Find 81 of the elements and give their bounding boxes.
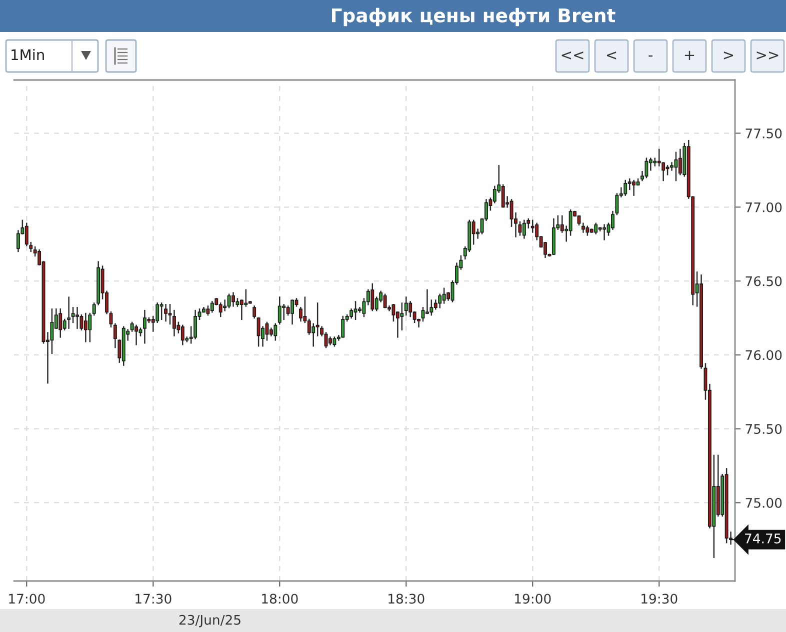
candlestick: [662, 162, 666, 182]
annotation: 74.75: [745, 534, 781, 544]
candlestick: [218, 302, 222, 318]
candlestick: [670, 162, 674, 171]
candlestick: [168, 304, 172, 324]
candlestick: [172, 310, 176, 336]
candlestick: [164, 304, 168, 322]
candlestick: [644, 158, 648, 178]
candlestick: [244, 289, 248, 307]
text: -: [648, 55, 652, 57]
text: +: [684, 50, 694, 60]
text: <<: [562, 52, 584, 60]
candlestick: [581, 222, 585, 233]
candlestick: [282, 304, 286, 320]
candlestick: [67, 296, 71, 329]
text: >: [724, 52, 734, 60]
candlestick: [632, 180, 636, 196]
candlestick: [290, 300, 294, 324]
text: >>: [756, 52, 778, 60]
candlestick: [404, 296, 408, 316]
chart-title: График цены нефти Brent: [332, 8, 616, 26]
y-tick-label: 77.00: [746, 202, 782, 212]
candlestick: [624, 180, 628, 196]
candlestick: [312, 323, 316, 347]
candlestick: [492, 186, 496, 204]
candlestick: [109, 311, 113, 328]
x-tick-label: 17:00: [9, 594, 45, 604]
candlestick: [383, 294, 387, 308]
candlestick: [180, 324, 184, 346]
x-tick-label: 18:30: [388, 594, 424, 604]
x-tick-label: 19:30: [642, 594, 678, 604]
candlestick: [530, 220, 534, 233]
candlestick: [210, 301, 214, 313]
candlestick: [278, 296, 282, 324]
candlestick: [678, 148, 682, 176]
candlestick: [628, 178, 632, 190]
candlestick: [501, 184, 505, 208]
y-tick-label: 77.50: [746, 128, 782, 138]
x-tick-label: 19:00: [515, 594, 551, 604]
text: <: [606, 52, 616, 60]
candlestick: [438, 294, 442, 308]
candlestick: [16, 230, 20, 252]
candlestick: [194, 310, 198, 340]
candlestick: [421, 306, 425, 322]
candlestick: [142, 310, 146, 344]
y-tick-label: 76.00: [746, 350, 782, 360]
candlestick: [84, 312, 88, 342]
candlestick: [58, 308, 62, 338]
candlestick: [252, 305, 256, 319]
candlestick: [134, 324, 138, 346]
candlestick: [354, 301, 358, 320]
candlestick: [594, 222, 598, 234]
candlestick: [298, 306, 302, 322]
candlestick: [256, 317, 260, 347]
x-axis-title: 23/Jun/25: [179, 614, 240, 628]
candlestick: [223, 300, 227, 312]
candlestick: [522, 220, 526, 239]
candlestick: [602, 224, 606, 240]
candlestick: [160, 302, 164, 320]
candlestick: [232, 292, 235, 307]
candlestick: [408, 301, 412, 318]
candlestick: [392, 304, 396, 322]
candlestick: [370, 283, 374, 312]
candlestick: [240, 300, 244, 320]
text: 1Min: [12, 48, 44, 60]
candlestick: [76, 306, 79, 329]
candlestick: [400, 302, 404, 330]
candlestick: [568, 209, 572, 236]
x-tick-label: 18:00: [262, 594, 298, 604]
candlestick: [88, 312, 92, 342]
candlestick: [425, 289, 429, 314]
y-tick-label: 75.00: [746, 498, 782, 508]
x-tick-label: 17:30: [136, 594, 172, 604]
candlestick: [341, 316, 345, 338]
candlestick: [274, 323, 278, 341]
candlestick: [316, 302, 320, 336]
y-tick-label: 76.50: [746, 276, 782, 286]
candlestick: [442, 288, 446, 304]
candlestick: [674, 152, 678, 182]
y-tick-label: 75.50: [746, 424, 782, 434]
candlestick: [227, 294, 231, 308]
